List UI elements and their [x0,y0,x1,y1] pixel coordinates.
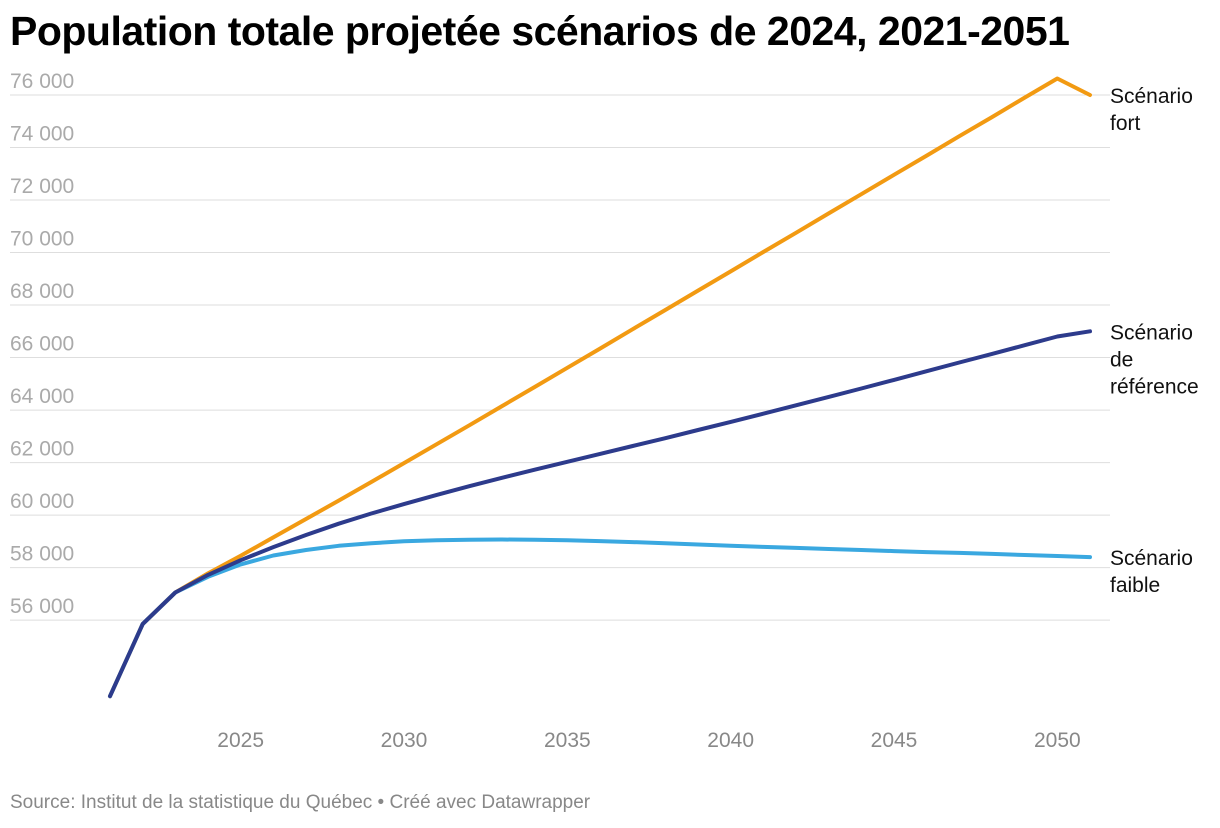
series-label: Scénario fort [1110,85,1193,135]
y-axis-tick-labels: 56 000 58 000 60 000 62 000 64 000 66 000 68 0… [10,70,74,618]
y-tick-label: 66 000 [10,333,74,356]
y-tick-label: 62 000 [10,438,74,461]
x-tick-label: 2050 [1034,729,1081,752]
gridlines [10,94,1110,621]
y-tick-label: 72 000 [10,175,74,198]
y-tick-label: 56 000 [10,595,74,618]
series-line-sc-nario-faible [108,537,1092,699]
chart-title: Population totale projetée scénarios de … [10,8,1070,54]
x-tick-label: 2045 [871,729,918,752]
source-credit: Source: Institut de la statistique du Qu… [10,792,591,813]
series-line-sc-nario-fort [108,76,1092,699]
x-tick-label: 2025 [217,729,264,752]
y-tick-label: 68 000 [10,280,74,303]
x-tick-label: 2040 [707,729,754,752]
y-tick-label: 58 000 [10,543,74,566]
y-tick-label: 76 000 [10,70,74,93]
series-end-labels: Scénario fort Scénario de référence Scénario f… [1110,85,1199,597]
y-tick-label: 74 000 [10,123,74,146]
y-tick-label: 64 000 [10,385,74,408]
x-axis-tick-labels: 2025 2030 2035 2040 2045 2050 [217,729,1080,752]
series-line-sc-nario-de-r-f-rence [108,329,1092,699]
series-label: Scénario faible [1110,547,1193,597]
x-tick-label: 2030 [381,729,428,752]
y-tick-label: 70 000 [10,228,74,251]
series-lines [108,76,1092,699]
x-tick-label: 2035 [544,729,591,752]
y-tick-label: 60 000 [10,490,74,513]
series-label: Scénario de référence [1110,321,1199,398]
